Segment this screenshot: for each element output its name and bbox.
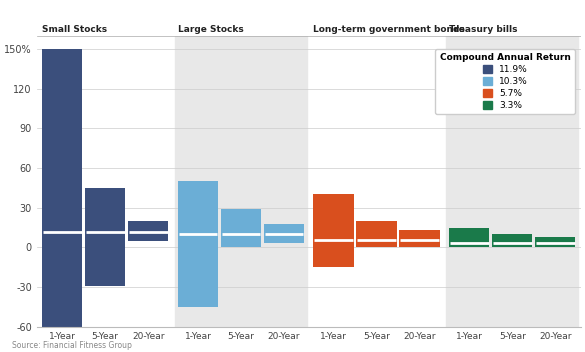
- Bar: [400, 230, 440, 247]
- Bar: [535, 237, 576, 247]
- Bar: [356, 221, 397, 247]
- Bar: [314, 194, 354, 267]
- Bar: [264, 224, 304, 244]
- Bar: [492, 234, 532, 247]
- Bar: [128, 221, 168, 241]
- Text: Long-term government bonds: Long-term government bonds: [314, 25, 465, 34]
- Bar: [311, 36, 442, 327]
- Bar: [446, 36, 578, 327]
- Bar: [178, 181, 218, 307]
- Bar: [85, 188, 125, 286]
- Text: Source: Financial Fitness Group: Source: Financial Fitness Group: [12, 341, 132, 350]
- Bar: [221, 209, 261, 247]
- Bar: [39, 36, 171, 327]
- Legend: 11.9%, 10.3%, 5.7%, 3.3%: 11.9%, 10.3%, 5.7%, 3.3%: [435, 49, 575, 114]
- Bar: [449, 228, 490, 247]
- Text: Small Stocks: Small Stocks: [42, 25, 107, 34]
- Bar: [175, 36, 307, 327]
- Bar: [42, 49, 82, 327]
- Text: Treasury bills: Treasury bills: [449, 25, 518, 34]
- Text: Large Stocks: Large Stocks: [178, 25, 243, 34]
